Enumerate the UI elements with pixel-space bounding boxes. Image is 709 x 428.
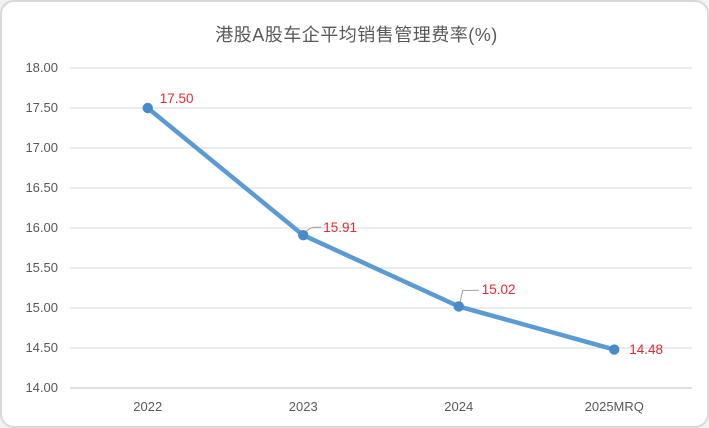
y-axis-tick-label: 14.50 — [25, 340, 58, 355]
y-axis-tick-label: 18.00 — [25, 60, 58, 75]
y-axis-tick-label: 15.50 — [25, 260, 58, 275]
y-axis-tick-label: 17.50 — [25, 100, 58, 115]
data-point-marker — [142, 102, 153, 114]
x-axis-category-label: 2022 — [133, 399, 163, 414]
leader-line — [459, 289, 479, 304]
data-point-marker — [609, 344, 620, 355]
y-axis-tick-label: 17.00 — [25, 140, 58, 155]
y-axis-tick-label: 15.00 — [25, 300, 58, 315]
data-point-label: 15.02 — [481, 282, 516, 298]
y-axis-tick-label: 14.00 — [25, 380, 58, 395]
x-axis-category-label: 2025MRQ — [584, 399, 644, 414]
data-point-label: 17.50 — [159, 91, 194, 106]
data-point-marker — [298, 230, 309, 241]
data-point-label: 14.48 — [629, 341, 664, 357]
y-axis-tick-label: 16.50 — [25, 180, 58, 195]
data-point-label: 15.91 — [323, 220, 358, 236]
x-axis-category-label: 2024 — [444, 399, 474, 414]
y-axis-tick-label: 16.00 — [25, 220, 58, 235]
chart-title: 港股A股车企平均销售管理费率(%) — [215, 25, 498, 45]
x-axis-category-label: 2023 — [288, 399, 318, 414]
line-series-path — [145, 105, 617, 352]
data-point-marker — [453, 301, 464, 312]
